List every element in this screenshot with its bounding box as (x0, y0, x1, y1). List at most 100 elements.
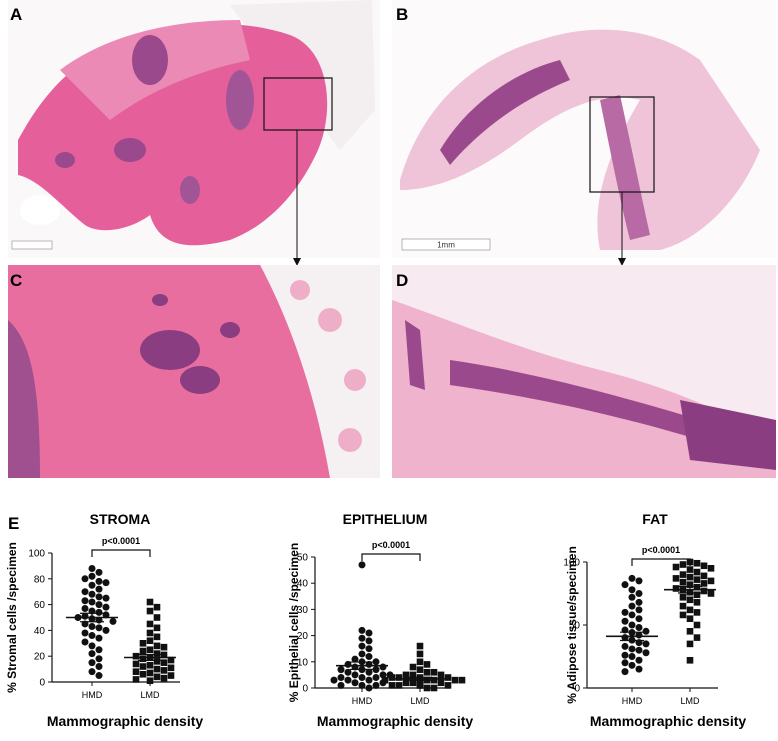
data-point (628, 661, 636, 669)
data-point (88, 564, 96, 572)
data-point (365, 629, 373, 637)
data-point (693, 583, 701, 591)
data-point (395, 682, 403, 689)
data-point (416, 642, 424, 650)
data-point (372, 681, 380, 689)
data-point (95, 608, 103, 616)
data-point (458, 676, 466, 684)
data-point (153, 603, 161, 611)
data-point (381, 676, 389, 684)
data-point (693, 568, 701, 576)
data-point (693, 634, 701, 641)
data-point (337, 681, 345, 689)
data-point (693, 621, 701, 629)
data-point (95, 672, 103, 680)
data-point (372, 674, 380, 682)
data-point (102, 603, 110, 611)
data-point (153, 614, 161, 621)
x-tick-label: LMD (410, 696, 430, 706)
data-point (365, 637, 373, 645)
data-point (365, 645, 373, 653)
data-point (621, 651, 629, 659)
data-point (132, 660, 140, 668)
data-point (88, 623, 96, 631)
data-point (707, 577, 715, 585)
data-point (707, 565, 715, 572)
y-tick-label: 20 (297, 631, 309, 642)
data-point (351, 655, 359, 663)
y-tick-label: 0 (574, 684, 580, 695)
data-point (409, 663, 417, 671)
y-tick-label: 100 (563, 558, 580, 569)
x-tick-label: LMD (140, 690, 160, 700)
data-point (330, 676, 338, 684)
data-point (621, 608, 629, 616)
data-point (88, 642, 96, 650)
data-point (109, 617, 117, 625)
data-point (635, 624, 643, 632)
data-point (628, 653, 636, 660)
data-point (621, 659, 629, 667)
y-tick-label: 30 (297, 605, 309, 616)
data-point (693, 599, 701, 606)
data-point (628, 602, 636, 610)
y-tick-label: 50 (569, 621, 581, 632)
data-point (372, 658, 380, 666)
data-point (423, 684, 431, 692)
data-point (642, 649, 650, 657)
data-point (81, 588, 89, 596)
data-point (146, 598, 154, 606)
data-point (395, 674, 403, 681)
data-point (693, 591, 701, 599)
data-point (88, 598, 96, 606)
data-point (416, 650, 424, 658)
y-tick-label: 60 (34, 600, 46, 611)
data-point (402, 671, 410, 679)
data-point (160, 667, 168, 674)
data-point (160, 674, 168, 682)
data-point (160, 643, 168, 651)
zoom-box (263, 77, 333, 131)
data-point (88, 650, 96, 658)
data-point (153, 650, 161, 657)
data-point (167, 664, 175, 672)
data-point (686, 566, 694, 573)
data-point (451, 676, 459, 684)
data-point (621, 642, 629, 650)
data-point (628, 645, 636, 653)
data-point (635, 615, 643, 623)
panel-labels: A B C D E (8, 5, 408, 533)
data-point (686, 656, 694, 664)
data-point (416, 682, 424, 689)
data-point (402, 679, 410, 687)
data-point (686, 573, 694, 581)
data-point (672, 575, 680, 582)
panel-label: C (10, 271, 22, 290)
x-axis-label: Mammographic density (590, 713, 747, 729)
y-tick-label: 50 (297, 553, 309, 564)
y-tick-label: 10 (297, 657, 309, 668)
data-point (358, 561, 366, 569)
data-point (679, 602, 687, 610)
data-point (102, 611, 110, 619)
data-point (81, 638, 89, 646)
y-tick-label: 20 (34, 652, 46, 663)
data-point (139, 663, 147, 670)
data-point (423, 661, 431, 668)
significance-bracket (361, 553, 421, 561)
significance-bracket (91, 549, 151, 557)
data-point (686, 615, 694, 622)
data-point (153, 665, 161, 673)
data-point (635, 577, 643, 585)
data-point (358, 674, 366, 682)
data-point (102, 626, 110, 634)
data-point (672, 563, 680, 571)
data-point (337, 674, 345, 682)
data-point (132, 668, 140, 675)
data-point (95, 646, 103, 654)
data-point (365, 668, 373, 676)
data-point (430, 684, 438, 692)
panel-label: A (10, 5, 22, 24)
data-point (139, 647, 147, 655)
data-point (379, 671, 387, 679)
